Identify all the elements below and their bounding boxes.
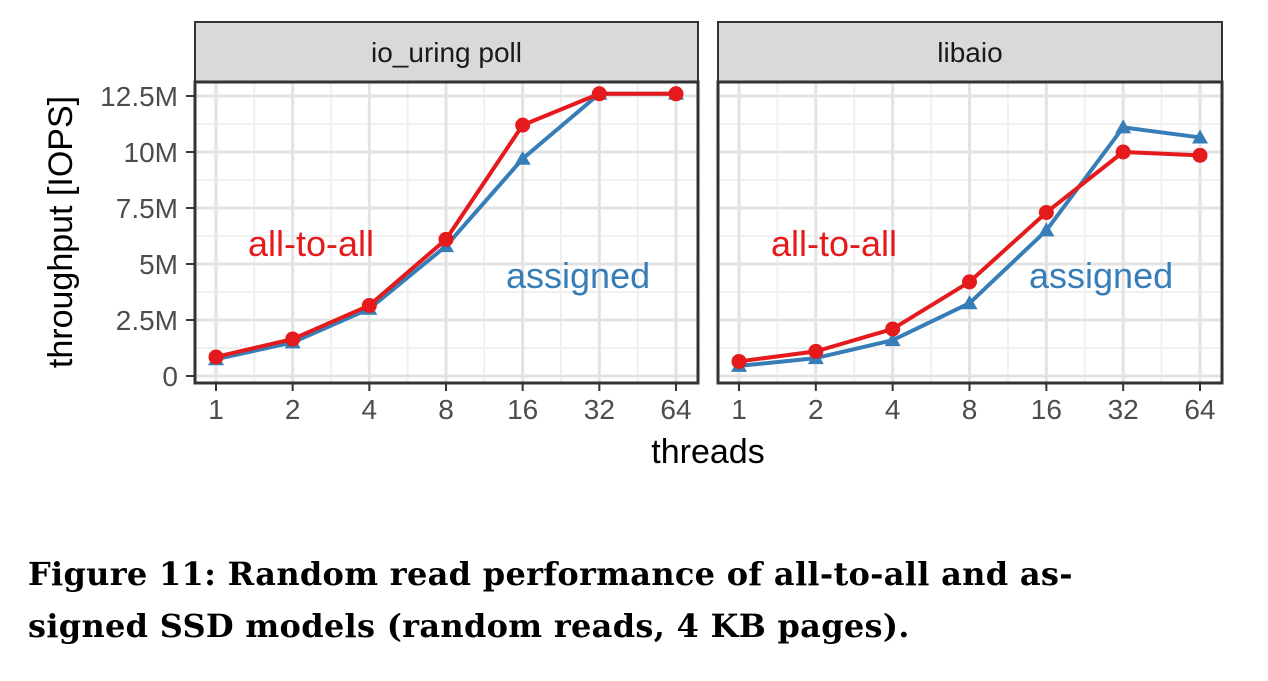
annotation-all-to-all: all-to-all	[248, 223, 374, 264]
data-point-all-to-all	[591, 86, 607, 102]
x-tick-label: 64	[660, 394, 691, 425]
data-point-all-to-all	[208, 349, 224, 365]
data-point-assigned	[961, 295, 978, 310]
y-axis-label: throughput [IOPS]	[42, 96, 80, 368]
panel-border	[716, 80, 1224, 385]
data-point-all-to-all	[1192, 147, 1208, 163]
x-tick-label: 16	[507, 394, 538, 425]
y-tick-label: 0	[162, 361, 178, 392]
x-tick-label: 4	[362, 394, 378, 425]
figure-caption: Figure 11: Random read performance of al…	[28, 548, 1243, 652]
data-point-assigned	[1192, 129, 1208, 144]
data-point-all-to-all	[515, 117, 531, 133]
y-tick-label: 5M	[139, 249, 178, 280]
y-tick-label: 12.5M	[100, 81, 178, 112]
panel-title: io_uring poll	[371, 37, 522, 68]
y-tick-label: 10M	[124, 137, 178, 168]
panel-strip	[717, 21, 1223, 83]
panel-border	[193, 80, 700, 385]
annotation-all-to-all: all-to-all	[771, 223, 897, 264]
data-point-assigned	[1115, 119, 1132, 134]
x-tick-label: 16	[1031, 394, 1062, 425]
x-tick-label: 2	[285, 394, 301, 425]
data-point-all-to-all	[285, 331, 301, 347]
x-tick-label: 64	[1184, 394, 1215, 425]
x-tick-label: 1	[731, 394, 747, 425]
data-point-all-to-all	[1115, 144, 1131, 160]
x-tick-label: 4	[885, 394, 901, 425]
data-point-assigned	[884, 332, 901, 347]
x-tick-label: 1	[208, 394, 224, 425]
caption-line-1: Figure 11: Random read performance of al…	[28, 555, 1073, 593]
x-tick-label: 32	[584, 394, 615, 425]
data-point-assigned	[1038, 222, 1055, 237]
data-point-assigned	[514, 150, 531, 165]
y-tick-label: 2.5M	[116, 305, 178, 336]
data-point-all-to-all	[962, 274, 977, 290]
caption-line-2: signed SSD models (random reads, 4 KB pa…	[28, 607, 910, 645]
x-tick-label: 2	[808, 394, 824, 425]
data-point-all-to-all	[361, 297, 377, 313]
annotation-assigned: assigned	[1029, 255, 1173, 296]
data-point-all-to-all	[1038, 204, 1054, 220]
data-point-all-to-all	[438, 231, 454, 247]
panel-title: libaio	[937, 37, 1002, 68]
data-point-all-to-all	[668, 86, 684, 102]
data-point-all-to-all	[808, 343, 824, 359]
figure-chart: throughput [IOPS] 0 2.5M 5M 7.5M 10M 12.5M io_u…	[42, 21, 1224, 471]
y-tick-label: 7.5M	[116, 193, 178, 224]
x-tick-label: 32	[1108, 394, 1139, 425]
x-axis-label: threads	[651, 433, 764, 471]
x-tick-label: 8	[438, 394, 454, 425]
data-point-all-to-all	[885, 321, 901, 337]
data-point-all-to-all	[731, 353, 747, 369]
annotation-assigned: assigned	[506, 255, 650, 296]
x-tick-label: 8	[962, 394, 978, 425]
